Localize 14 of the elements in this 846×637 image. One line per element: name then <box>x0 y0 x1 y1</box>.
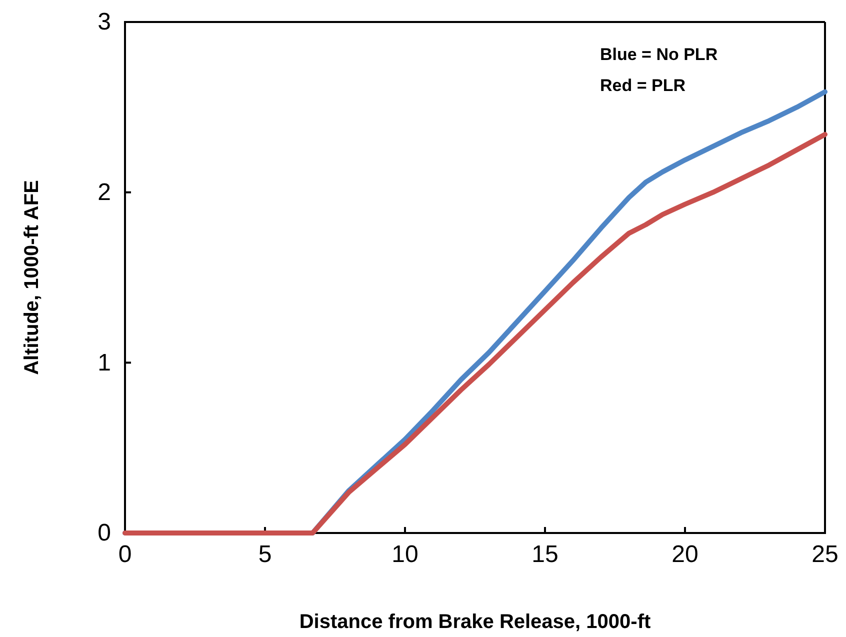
y-tick-label: 3 <box>98 8 111 36</box>
x-tick-label: 20 <box>672 541 698 568</box>
x-tick-label: 25 <box>812 541 838 568</box>
x-tick-label: 10 <box>392 541 418 568</box>
y-tick-label: 1 <box>98 349 111 376</box>
annotation: Red = PLR <box>600 76 686 95</box>
y-tick-label: 0 <box>98 520 111 547</box>
x-axis-title: Distance from Brake Release, 1000-ft <box>299 611 651 633</box>
y-tick-label: 2 <box>98 179 111 206</box>
annotation: Blue = No PLR <box>600 45 718 64</box>
y-axis-title: Altitude, 1000-ft AFE <box>21 180 43 375</box>
x-tick-label: 15 <box>532 541 558 568</box>
x-tick-label: 0 <box>118 541 132 568</box>
x-tick-label: 5 <box>258 541 272 568</box>
